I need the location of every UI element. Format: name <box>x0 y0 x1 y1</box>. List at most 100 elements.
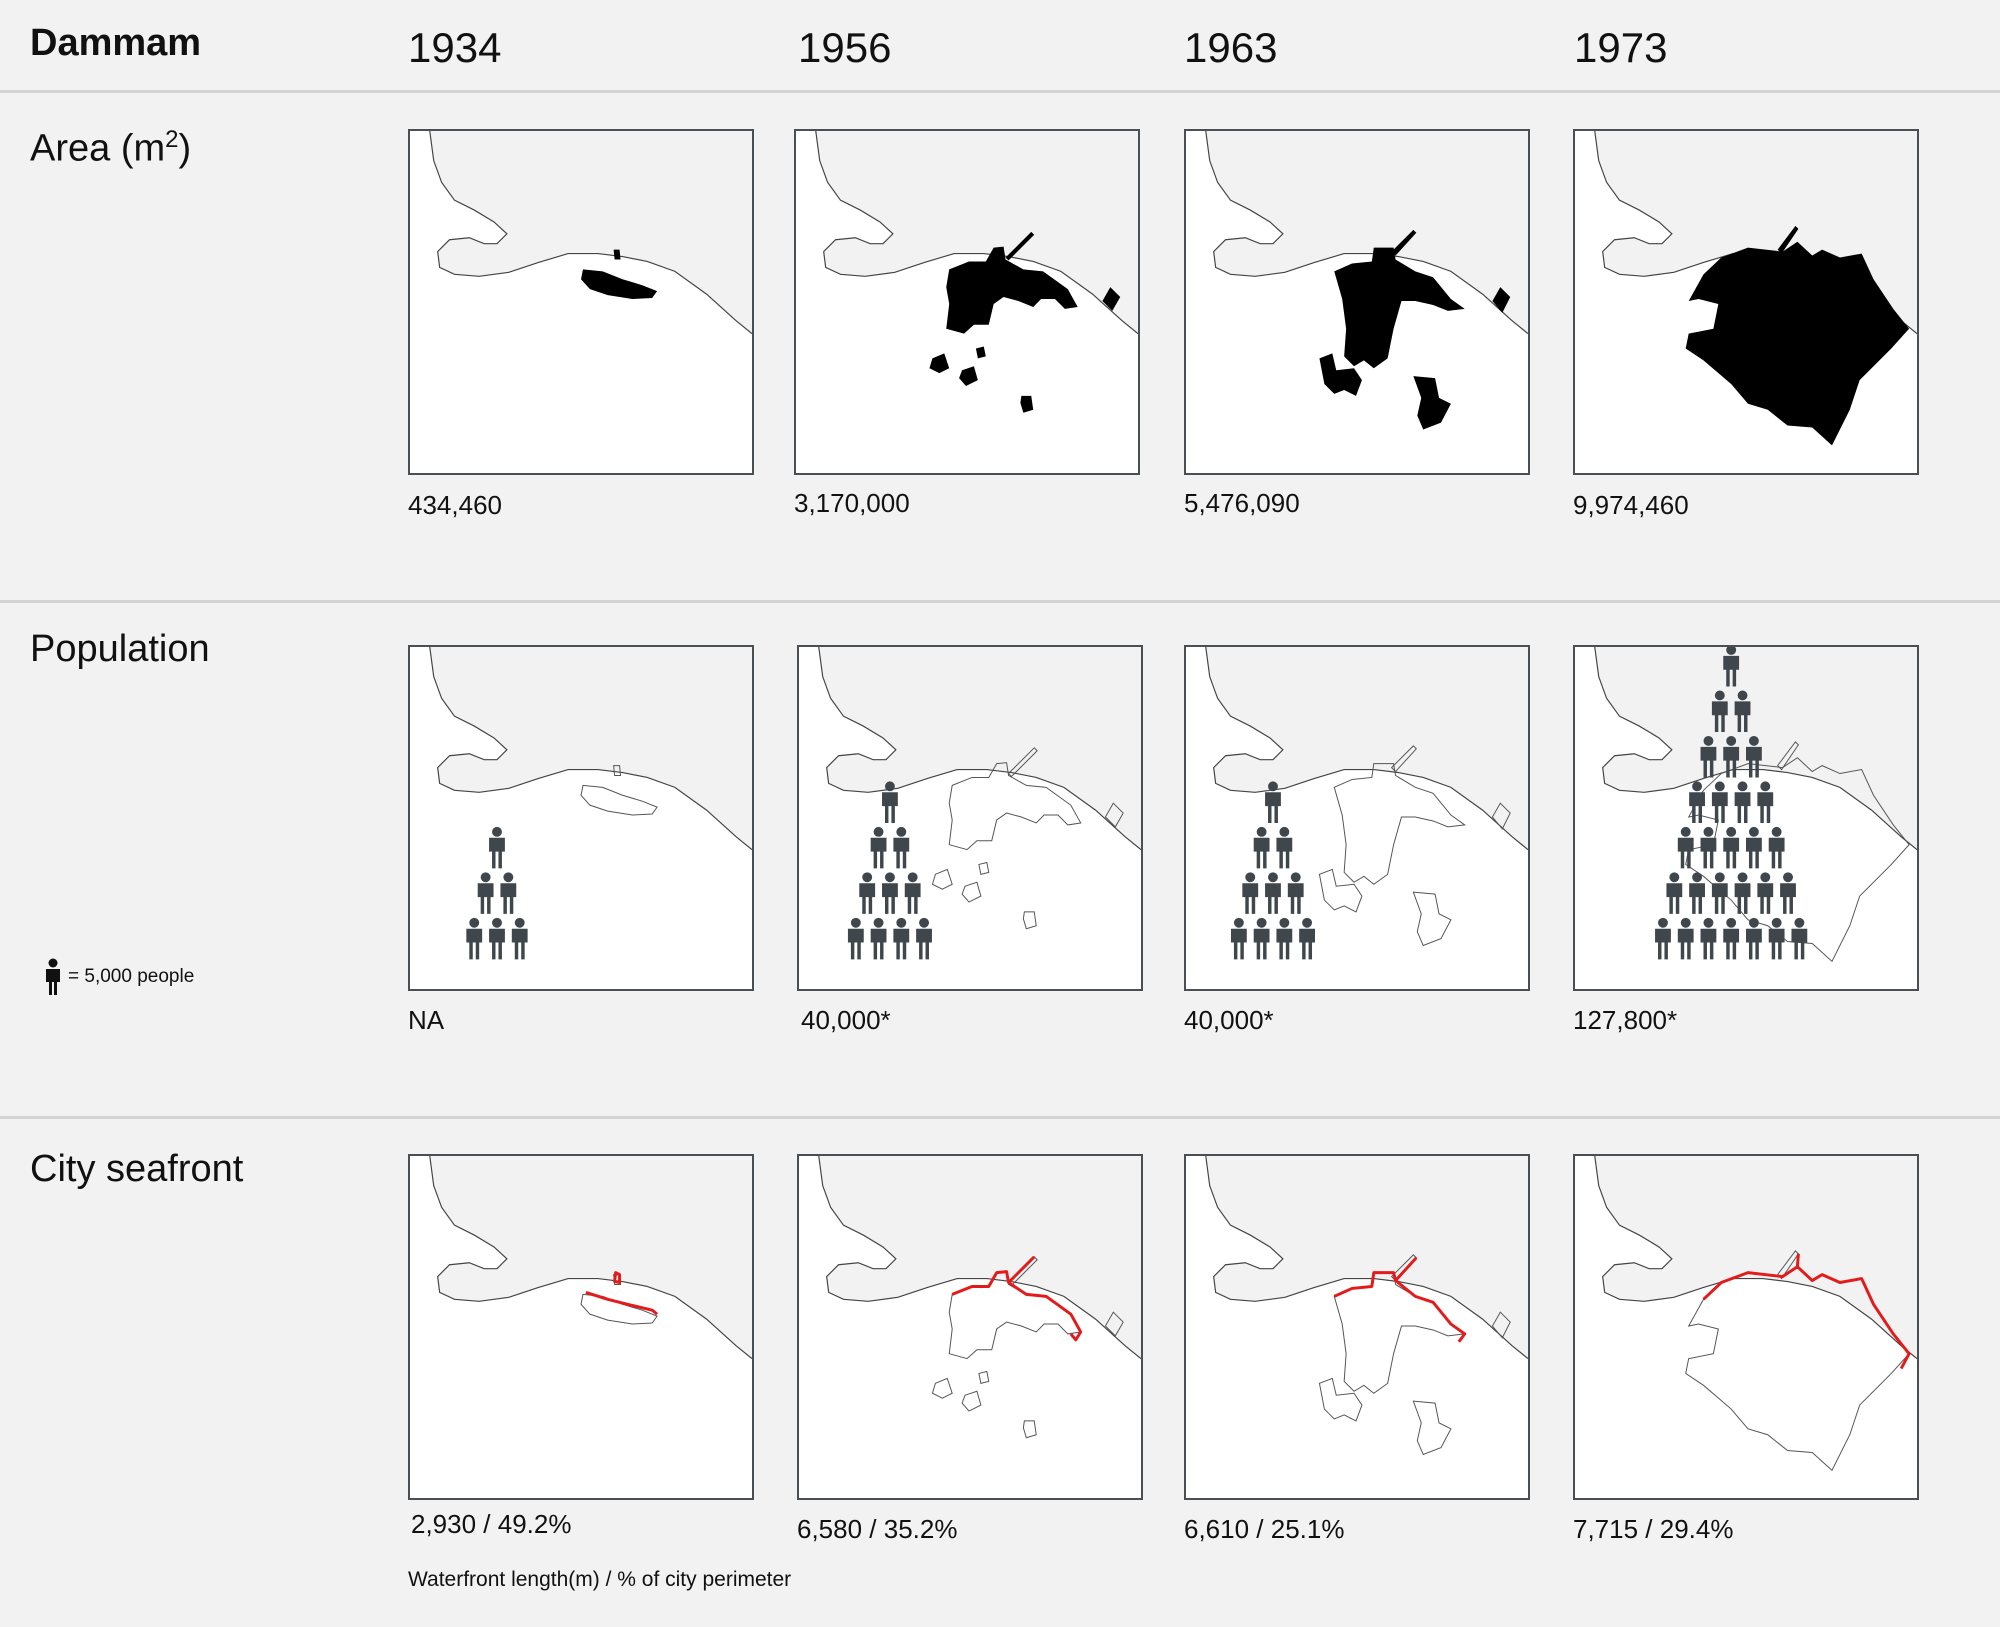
urban-outline <box>1412 891 1452 947</box>
population-legend: = 5,000 people <box>44 958 194 996</box>
person-head <box>1703 826 1714 837</box>
person-head <box>1783 872 1793 883</box>
seafront-note: Waterfront length(m) / % of city perimet… <box>408 1568 792 1591</box>
person-head <box>873 917 884 928</box>
person-body <box>1757 883 1774 914</box>
person-body <box>1276 928 1293 960</box>
person-icon <box>882 872 898 914</box>
person-head <box>1245 872 1256 883</box>
person-body <box>1299 928 1315 960</box>
person-head <box>492 917 502 928</box>
person-head <box>1279 917 1290 928</box>
map-svg <box>1575 131 1917 446</box>
person-head <box>1669 872 1680 883</box>
urban-outline <box>978 1370 990 1384</box>
sea-shape <box>1186 647 1528 850</box>
urban-area <box>613 249 621 260</box>
person-head <box>862 872 873 883</box>
map-seafront-1956 <box>797 1154 1143 1500</box>
person-head <box>1748 735 1759 746</box>
person-body <box>1757 792 1774 823</box>
person-body <box>1230 928 1247 960</box>
sea-shape <box>410 131 752 334</box>
map-svg <box>410 1156 752 1360</box>
person-head <box>1703 735 1714 746</box>
urban-area <box>1777 225 1799 254</box>
person-head <box>1256 826 1267 837</box>
sea-shape <box>410 1156 752 1359</box>
person-icon <box>1677 826 1694 869</box>
map-population-1934 <box>408 645 754 991</box>
person-icon <box>1700 826 1717 869</box>
coastline <box>1205 647 1528 851</box>
person-head <box>503 872 514 883</box>
map-area-1973 <box>1573 129 1919 475</box>
person-icon <box>870 917 887 960</box>
person-icon <box>1746 826 1762 869</box>
map-population-1956 <box>797 645 1143 991</box>
person-head <box>1714 872 1725 883</box>
map-svg <box>799 1156 1141 1439</box>
person-body <box>1768 928 1785 960</box>
map-population-1973 <box>1573 645 1919 991</box>
urban-outline <box>961 1390 982 1412</box>
person-head <box>1794 917 1805 928</box>
urban-area <box>1102 287 1121 311</box>
person-icon <box>1287 872 1304 914</box>
person-body <box>1723 746 1740 778</box>
person-icon <box>904 872 921 914</box>
person-head <box>1737 781 1748 792</box>
person-body <box>489 837 505 869</box>
urban-area <box>946 246 1078 334</box>
person-head <box>469 917 480 928</box>
area-value-1963: 5,476,090 <box>1184 488 1300 518</box>
map-svg <box>796 131 1138 413</box>
sea-shape <box>1575 1156 1917 1359</box>
person-icon <box>477 872 494 914</box>
year-1973: 1973 <box>1574 24 1668 71</box>
person-body <box>1666 883 1683 914</box>
urban-outline <box>1104 802 1124 828</box>
coastline <box>815 131 1138 335</box>
seafront-line <box>585 1271 659 1316</box>
person-icon <box>1757 781 1774 823</box>
person-body <box>511 928 528 960</box>
urban-outline <box>1007 747 1038 778</box>
urban-outline <box>580 784 658 816</box>
person-body <box>1746 837 1762 869</box>
urban-outline <box>1104 1311 1124 1337</box>
person-body <box>1711 792 1728 823</box>
person-head <box>1268 872 1278 883</box>
person-icon <box>1666 872 1683 914</box>
seafront-value-1956: 6,580 / 35.2% <box>797 1514 958 1544</box>
person-icon <box>1746 917 1762 960</box>
person-head <box>1726 826 1737 837</box>
person-head <box>1737 872 1748 883</box>
coastline <box>818 647 1141 851</box>
map-seafront-1973 <box>1573 1154 1919 1500</box>
person-icon <box>1242 872 1259 914</box>
sea-shape <box>796 131 1138 334</box>
person-body <box>1711 883 1728 914</box>
person-body <box>1242 883 1259 914</box>
person-icon <box>1253 826 1270 869</box>
coastline <box>1205 1156 1528 1360</box>
urban-outline <box>1022 1420 1037 1439</box>
person-body <box>904 883 921 914</box>
map-svg <box>1186 647 1528 960</box>
urban-area <box>1685 241 1910 446</box>
person-icon <box>489 917 505 960</box>
urban-area <box>1005 231 1035 261</box>
person-head <box>896 826 907 837</box>
person-head <box>1302 917 1313 928</box>
person-head <box>492 826 502 837</box>
person-body <box>1734 792 1751 823</box>
year-1963: 1963 <box>1184 24 1278 71</box>
seafront-value-1934: 2,930 / 49.2% <box>411 1509 572 1539</box>
urban-area <box>975 346 986 359</box>
map-svg <box>1575 1156 1917 1472</box>
urban-outline <box>1390 745 1417 773</box>
person-icon <box>466 917 483 960</box>
legend-text: = 5,000 people <box>68 966 195 987</box>
person-icon <box>1711 690 1728 733</box>
